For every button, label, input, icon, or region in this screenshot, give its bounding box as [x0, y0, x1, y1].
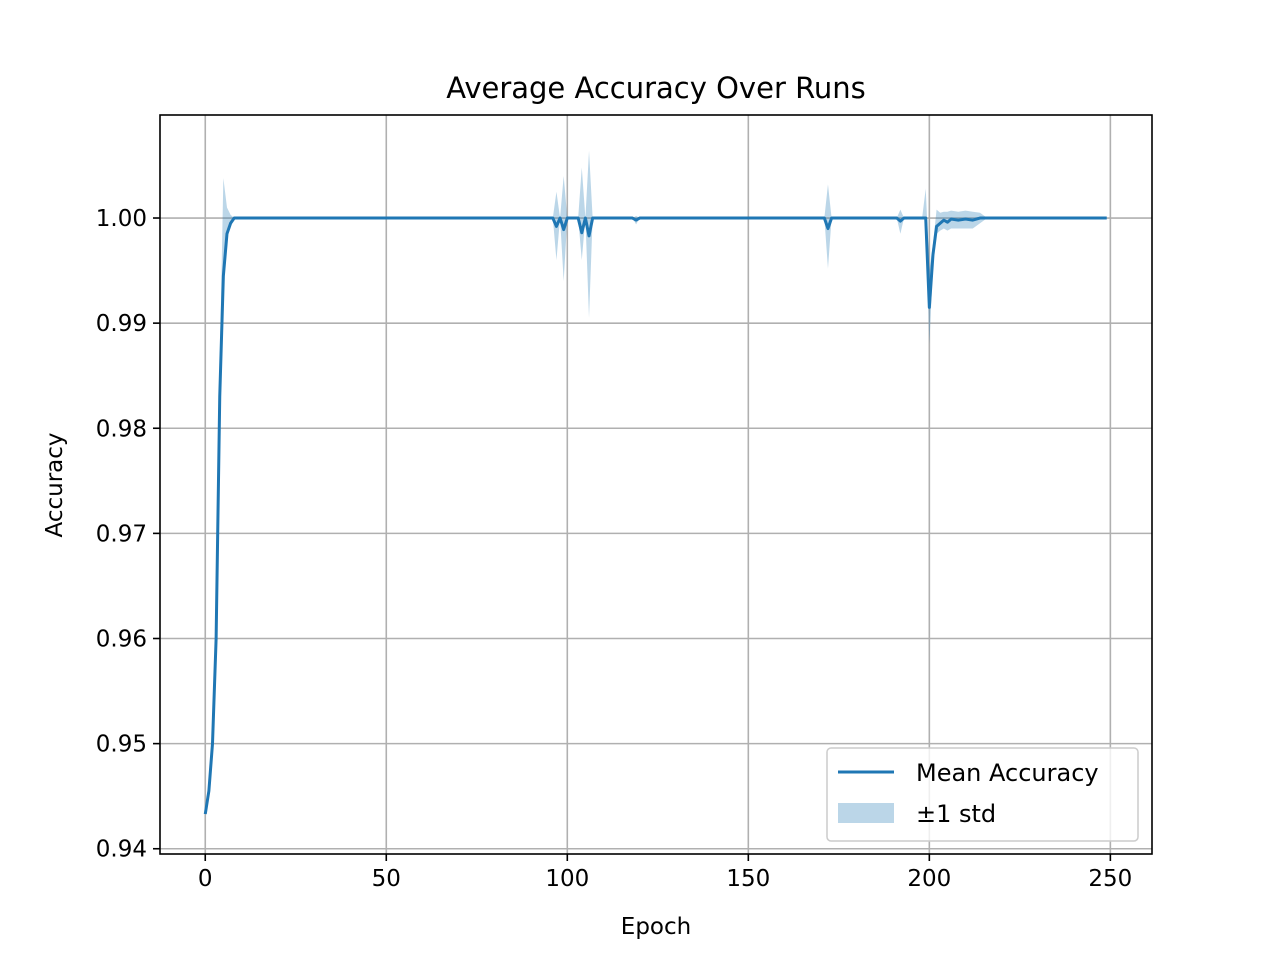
- y-tick-label: 0.98: [96, 416, 147, 442]
- y-tick-label: 0.95: [96, 732, 147, 758]
- legend: Mean Accuracy ±1 std: [826, 747, 1139, 842]
- chart-title: Average Accuracy Over Runs: [446, 71, 866, 105]
- plot-frame: [159, 114, 1153, 855]
- x-tick-label: 0: [198, 866, 213, 892]
- mean-accuracy-line: [203, 216, 1107, 815]
- legend-band-swatch: [838, 803, 894, 823]
- y-tick-label: 0.97: [96, 521, 147, 547]
- y-axis-label: Accuracy: [42, 432, 68, 537]
- x-tick-label: 200: [907, 866, 951, 892]
- y-tick-label: 0.94: [96, 837, 147, 863]
- x-tick-label: 100: [545, 866, 589, 892]
- legend-std-label: ±1 std: [916, 800, 996, 828]
- x-tick-label: 150: [726, 866, 770, 892]
- legend-mean-label: Mean Accuracy: [916, 759, 1099, 787]
- axis-ticks: 0 50 100 150 200 250 0.94 0.95 0.96 0.97 0.98 0.99 1…: [96, 206, 1133, 892]
- x-tick-label: 250: [1088, 866, 1132, 892]
- mean-line-layer: [203, 216, 1107, 815]
- gridlines: [160, 115, 1152, 854]
- x-tick-label: 50: [372, 866, 401, 892]
- y-tick-label: 0.96: [96, 627, 147, 653]
- y-tick-label: 0.99: [96, 311, 147, 337]
- legend-frame: [826, 747, 1139, 842]
- y-tick-label: 1.00: [96, 206, 147, 232]
- x-axis-label: Epoch: [621, 914, 691, 940]
